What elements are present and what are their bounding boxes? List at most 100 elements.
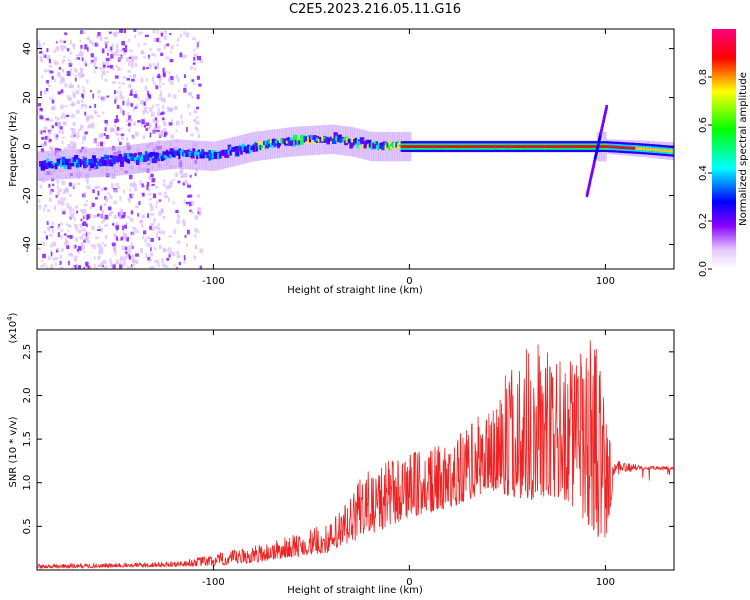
- heatmap-noise-cell: [123, 258, 126, 264]
- heatmap-noise-cell: [114, 90, 116, 95]
- heatmap-carrier-core: [651, 148, 655, 151]
- heatmap-noise-cell: [48, 59, 51, 64]
- heatmap-ridge-cell: [367, 139, 372, 144]
- heatmap-noise-cell: [102, 142, 105, 145]
- heatmap-ridge-cell: [196, 154, 199, 160]
- snr-y-multiplier: (x104): [6, 312, 19, 343]
- heatmap-noise-cell: [102, 111, 105, 115]
- heatmap-noise-cell: [48, 183, 51, 188]
- heatmap-noise-cell: [108, 135, 110, 138]
- heatmap-noise-cell: [157, 227, 161, 230]
- heatmap-ridge-cell: [282, 140, 285, 144]
- colorbar-tick-label: 0.0: [698, 261, 709, 277]
- heatmap-noise-cell: [43, 204, 48, 208]
- heatmap-noise-cell: [43, 42, 45, 46]
- heatmap-noise-cell: [64, 238, 67, 243]
- heatmap-noise-cell: [102, 259, 107, 264]
- heatmap-noise-cell: [115, 259, 119, 264]
- heatmap-artifact-cell: [600, 129, 603, 134]
- heatmap-noise-cell: [179, 52, 183, 58]
- heatmap-carrier-core: [571, 145, 575, 148]
- heatmap-artifact-cell: [602, 115, 606, 120]
- heatmap-noise-cell: [72, 208, 74, 211]
- heatmap-ridge-cell: [266, 140, 269, 147]
- heatmap-noise-cell: [155, 38, 159, 42]
- heatmap-noise-cell: [115, 183, 119, 187]
- heatmap-noise-cell: [83, 60, 87, 65]
- heatmap-carrier-core: [647, 147, 651, 151]
- heatmap-ridge-cell: [42, 160, 45, 165]
- heatmap-noise-cell: [98, 250, 102, 254]
- heatmap-noise-cell: [69, 235, 73, 239]
- heatmap-artifact-cell: [587, 184, 591, 189]
- heatmap-noise-cell: [100, 250, 103, 255]
- heatmap-carrier-core: [665, 149, 669, 153]
- heatmap-noise-cell: [93, 256, 96, 260]
- heatmap-ridge-cell: [206, 154, 209, 158]
- heatmap-noise-cell: [60, 76, 64, 81]
- heatmap-noise-cell: [145, 67, 150, 70]
- heatmap-noise-cell: [115, 31, 119, 35]
- heatmap-carrier-core: [487, 145, 490, 148]
- heatmap-noise-cell: [162, 262, 164, 268]
- heatmap-noise-cell: [83, 209, 87, 214]
- heatmap-noise-cell: [81, 52, 84, 57]
- heatmap-carrier-core: [607, 145, 610, 149]
- heatmap-noise-cell: [78, 229, 82, 234]
- heatmap-ridge-cell: [151, 158, 157, 164]
- heatmap-ridge-cell: [74, 155, 79, 160]
- heatmap-noise-cell: [128, 56, 132, 59]
- heatmap-noise-cell: [57, 192, 60, 195]
- heatmap-noise-cell: [58, 200, 62, 205]
- heatmap-noise-cell: [167, 247, 172, 251]
- heatmap-noise-cell: [106, 62, 109, 65]
- heatmap-noise-cell: [161, 111, 165, 115]
- heatmap-noise-cell: [145, 122, 150, 126]
- heatmap-carrier-core: [421, 145, 425, 148]
- heatmap-noise-cell: [47, 226, 50, 230]
- heatmap-noise-cell: [153, 130, 157, 134]
- heatmap-noise-cell: [83, 239, 86, 243]
- heatmap-noise-cell: [107, 48, 111, 52]
- heatmap-carrier-core: [628, 146, 632, 150]
- heatmap-noise-cell: [149, 48, 153, 51]
- heatmap-noise-cell: [44, 139, 47, 145]
- heatmap-noise-cell: [82, 221, 87, 226]
- page-title-wrap: C2E5.2023.216.05.11.G16: [0, 0, 750, 17]
- heatmap-noise-cell: [133, 267, 136, 269]
- heatmap-noise-cell: [39, 129, 42, 135]
- heatmap-ridge-cell: [67, 164, 72, 170]
- heatmap-noise-cell: [112, 246, 117, 251]
- heatmap-noise-cell: [101, 96, 105, 102]
- heatmap-carrier-core: [483, 145, 487, 148]
- heatmap-noise-cell: [97, 255, 101, 260]
- heatmap-noise-cell: [72, 183, 76, 188]
- heatmap-noise-cell: [110, 262, 113, 268]
- heatmap-noise-cell: [80, 30, 84, 34]
- heatmap-noise-cell: [67, 143, 72, 148]
- heatmap-noise-cell: [39, 107, 42, 111]
- heatmap-noise-cell: [104, 41, 108, 45]
- heatmap-carrier-core: [605, 145, 609, 148]
- heatmap-noise-cell: [131, 78, 135, 82]
- heatmap-noise-cell: [104, 214, 109, 220]
- heatmap-noise-cell: [42, 53, 45, 58]
- heatmap-noise-cell: [151, 183, 155, 186]
- heatmap-noise-cell: [96, 90, 101, 94]
- heatmap-noise-cell: [134, 186, 138, 192]
- heatmap-carrier-core: [527, 145, 531, 148]
- heatmap-carrier-core: [591, 145, 595, 148]
- heatmap-ridge-cell: [97, 158, 100, 162]
- heatmap-noise-cell: [156, 201, 160, 204]
- heatmap-noise-cell: [169, 76, 174, 81]
- heatmap-noise-cell: [197, 55, 201, 61]
- heatmap-noise-cell: [60, 104, 64, 109]
- heatmap-noise-cell: [156, 112, 161, 117]
- heatmap-ridge-cell: [171, 151, 175, 156]
- heatmap-noise-cell: [57, 184, 59, 190]
- heatmap-noise-cell: [180, 114, 183, 120]
- heatmap-noise-cell: [163, 264, 167, 267]
- heatmap-noise-cell: [115, 222, 119, 226]
- heatmap-noise-cell: [176, 266, 178, 269]
- heatmap-noise-cell: [158, 85, 162, 89]
